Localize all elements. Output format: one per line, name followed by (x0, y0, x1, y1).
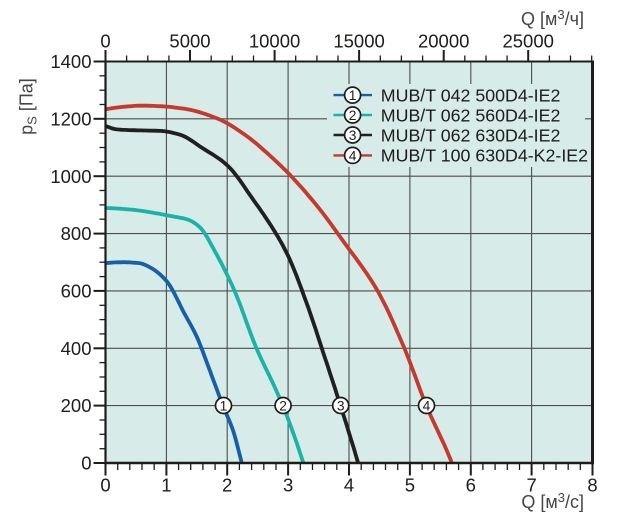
svg-text:4: 4 (349, 149, 357, 164)
svg-text:2: 2 (279, 399, 287, 414)
svg-text:2: 2 (349, 108, 357, 123)
svg-text:1200: 1200 (50, 108, 91, 129)
svg-text:MUB/T 042 500D4-IE2: MUB/T 042 500D4-IE2 (381, 85, 561, 105)
svg-text:200: 200 (61, 395, 92, 416)
svg-text:4: 4 (344, 475, 354, 496)
svg-text:Q [м3/ч]: Q [м3/ч] (521, 7, 584, 29)
svg-text:pS [Па]: pS [Па] (17, 78, 40, 135)
svg-text:400: 400 (61, 338, 92, 359)
svg-text:4: 4 (423, 399, 431, 414)
svg-text:3: 3 (349, 128, 357, 143)
svg-text:7: 7 (526, 475, 536, 496)
svg-text:25000: 25000 (502, 31, 553, 52)
svg-text:1000: 1000 (50, 166, 91, 187)
svg-text:3: 3 (283, 475, 293, 496)
svg-text:Q [м3/с]: Q [м3/с] (521, 490, 584, 512)
svg-text:3: 3 (337, 399, 345, 414)
svg-text:6: 6 (466, 475, 476, 496)
svg-text:0: 0 (100, 31, 110, 52)
svg-text:600: 600 (61, 281, 92, 302)
svg-text:5000: 5000 (169, 31, 210, 52)
svg-text:1: 1 (349, 88, 357, 103)
svg-text:1: 1 (161, 475, 171, 496)
svg-text:15000: 15000 (333, 31, 384, 52)
svg-text:800: 800 (61, 223, 92, 244)
svg-text:MUB/T 062 560D4-IE2: MUB/T 062 560D4-IE2 (381, 105, 561, 125)
svg-text:5: 5 (405, 475, 415, 496)
svg-text:0: 0 (100, 475, 110, 496)
svg-text:0: 0 (81, 453, 91, 474)
svg-text:MUB/T 062 630D4-IE2: MUB/T 062 630D4-IE2 (381, 125, 561, 145)
svg-text:1400: 1400 (50, 51, 91, 72)
svg-text:10000: 10000 (249, 31, 300, 52)
svg-text:8: 8 (587, 475, 597, 496)
svg-text:1: 1 (220, 399, 228, 414)
svg-text:MUB/T 100 630D4-K2-IE2: MUB/T 100 630D4-K2-IE2 (381, 146, 588, 166)
svg-text:20000: 20000 (418, 31, 469, 52)
svg-text:2: 2 (222, 475, 232, 496)
